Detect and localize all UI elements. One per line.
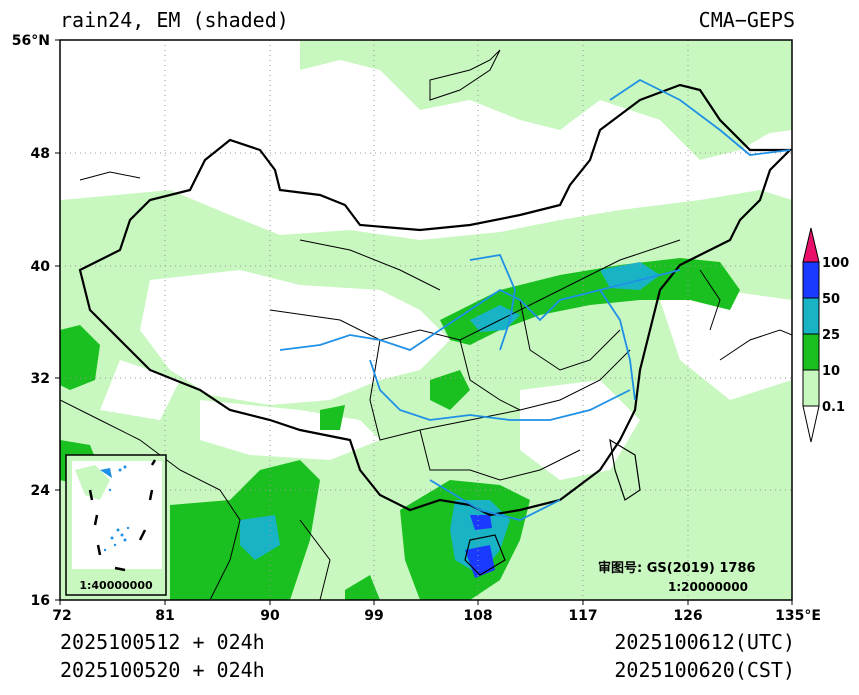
lat-tick: 16 bbox=[31, 593, 50, 609]
colorbar-swatch-below bbox=[802, 405, 820, 443]
approval-number: 审图号: GS(2019) 1786 bbox=[598, 560, 756, 576]
rain-shading bbox=[60, 40, 792, 600]
colorbar-swatch-25 bbox=[802, 297, 820, 335]
lon-tick: 72 bbox=[52, 608, 71, 624]
colorbar-label: 25 bbox=[822, 328, 840, 343]
lat-tick: 24 bbox=[31, 483, 51, 499]
map-scale: 1:20000000 bbox=[668, 580, 748, 594]
init-time-utc: 2025100512 + 024h bbox=[60, 630, 265, 654]
lat-tick: 48 bbox=[31, 146, 50, 162]
valid-time-utc: 2025100612(UTC) bbox=[614, 630, 795, 654]
map-title: rain24, EM (shaded) bbox=[60, 8, 289, 32]
lat-tick: 40 bbox=[31, 259, 51, 275]
colorbar: 100 50 25 10 0.1 bbox=[802, 227, 849, 443]
lat-labels: 56°N 48 40 32 24 16 bbox=[12, 33, 50, 609]
lat-tick: 56°N bbox=[12, 33, 50, 49]
tick-marks bbox=[55, 39, 793, 605]
colorbar-swatch-50 bbox=[802, 261, 820, 299]
lon-tick: 126 bbox=[673, 608, 702, 624]
lon-tick: 81 bbox=[155, 608, 174, 624]
colorbar-label: 10 bbox=[822, 364, 840, 379]
colorbar-swatch-10 bbox=[802, 333, 820, 371]
colorbar-swatch-100plus bbox=[802, 227, 820, 263]
lat-tick: 32 bbox=[31, 371, 50, 387]
lon-tick: 135°E bbox=[775, 608, 821, 624]
colorbar-swatch-0.1 bbox=[802, 369, 820, 407]
valid-time-cst: 2025100620(CST) bbox=[614, 658, 795, 682]
init-time-cst: 2025100520 + 024h bbox=[60, 658, 265, 682]
colorbar-label: 0.1 bbox=[822, 400, 845, 415]
lon-tick: 99 bbox=[364, 608, 383, 624]
lon-tick: 90 bbox=[260, 608, 280, 624]
model-name: CMA−GEPS bbox=[698, 8, 795, 32]
lon-tick: 117 bbox=[568, 608, 597, 624]
map-frame bbox=[59, 39, 793, 601]
colorbar-label: 100 bbox=[822, 256, 849, 271]
inset-scale: 1:40000000 bbox=[79, 579, 153, 592]
lon-tick: 108 bbox=[463, 608, 492, 624]
graticule bbox=[60, 40, 792, 600]
borders bbox=[60, 49, 792, 600]
inset-map: 1:40000000 bbox=[65, 454, 167, 596]
rivers bbox=[279, 78, 791, 521]
lon-labels: 72 81 90 99 108 117 126 135°E bbox=[52, 608, 821, 624]
colorbar-label: 50 bbox=[822, 292, 840, 307]
